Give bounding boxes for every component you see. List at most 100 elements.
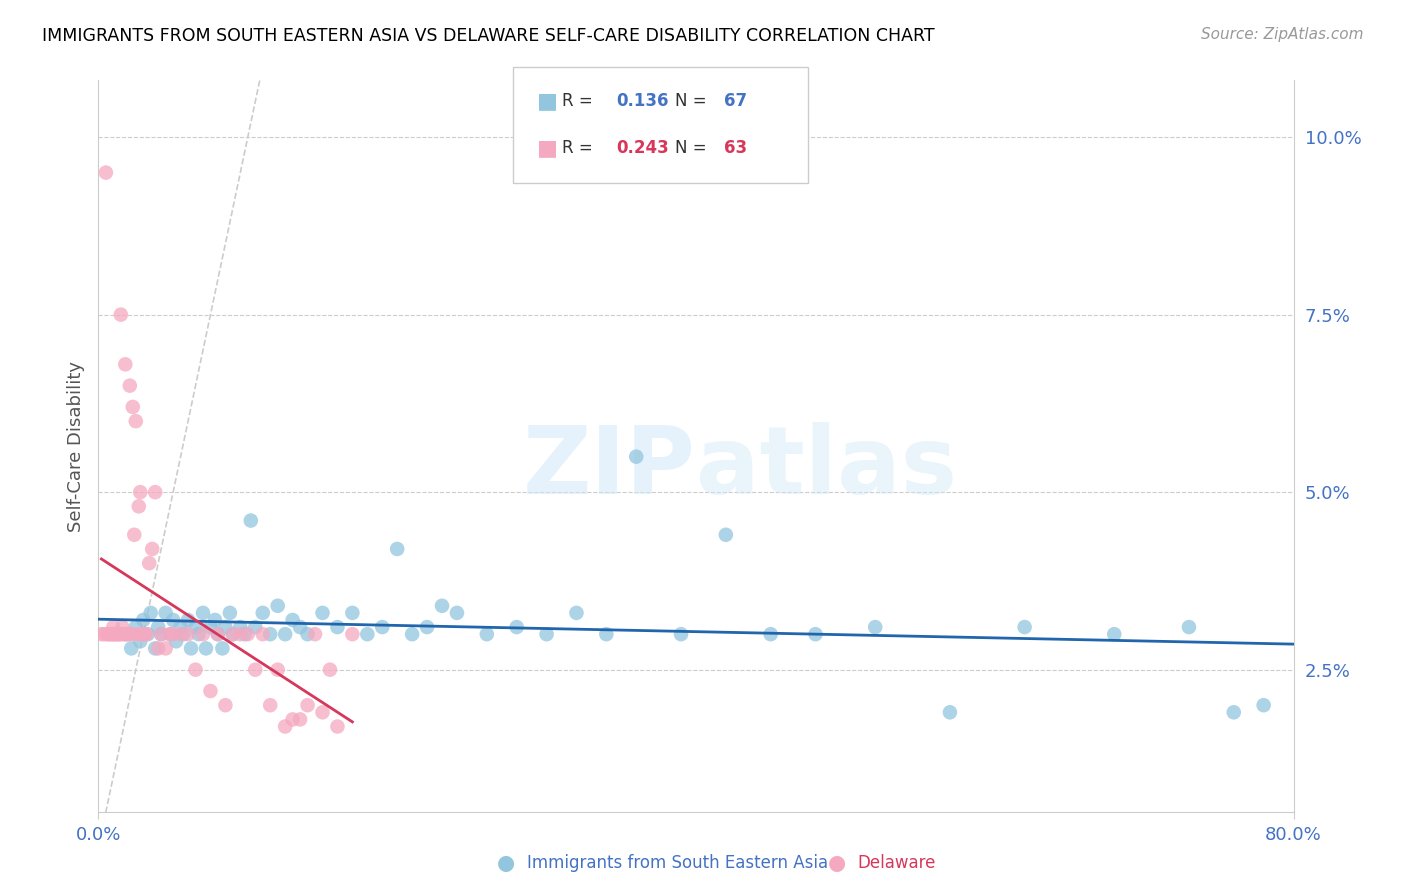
- Point: [229, 627, 252, 641]
- Point: [222, 627, 245, 641]
- Point: [114, 627, 136, 641]
- Point: [114, 357, 136, 371]
- Point: [714, 528, 737, 542]
- Point: [297, 698, 319, 713]
- Point: [267, 599, 290, 613]
- Point: [259, 627, 281, 641]
- Point: [155, 606, 177, 620]
- Point: [236, 627, 259, 641]
- Point: [288, 620, 311, 634]
- Point: [111, 620, 134, 634]
- Point: [162, 627, 184, 641]
- Point: [97, 627, 120, 641]
- Point: [506, 620, 529, 634]
- Point: [536, 627, 558, 641]
- Point: [239, 514, 262, 528]
- Point: [939, 706, 962, 720]
- Text: ■: ■: [537, 138, 558, 159]
- Point: [200, 684, 222, 698]
- Point: [191, 627, 214, 641]
- Point: [207, 627, 229, 641]
- Point: [177, 613, 200, 627]
- Point: [342, 627, 364, 641]
- Point: [281, 613, 304, 627]
- Point: [117, 627, 139, 641]
- Point: [103, 627, 125, 641]
- Text: 0.136: 0.136: [616, 93, 668, 111]
- Point: [120, 641, 142, 656]
- Point: [120, 627, 142, 641]
- Point: [1223, 706, 1246, 720]
- Point: [121, 400, 143, 414]
- Point: [1104, 627, 1126, 641]
- Text: Immigrants from South Eastern Asia: Immigrants from South Eastern Asia: [527, 855, 828, 872]
- Point: [245, 620, 267, 634]
- Point: [1014, 620, 1036, 634]
- Text: 63: 63: [724, 139, 747, 157]
- Point: [804, 627, 827, 641]
- Point: [416, 620, 439, 634]
- Text: N =: N =: [675, 139, 711, 157]
- Point: [319, 663, 342, 677]
- Point: [371, 620, 394, 634]
- Point: [159, 627, 181, 641]
- Point: [93, 627, 115, 641]
- Point: [138, 556, 160, 570]
- Point: [184, 620, 207, 634]
- Text: 0.243: 0.243: [616, 139, 669, 157]
- Point: [326, 620, 349, 634]
- Point: [214, 698, 236, 713]
- Point: [669, 627, 692, 641]
- Point: [155, 641, 177, 656]
- Point: [169, 620, 191, 634]
- Point: [101, 627, 124, 641]
- Point: [401, 627, 423, 641]
- Point: [865, 620, 887, 634]
- Point: [211, 641, 233, 656]
- Point: [430, 599, 453, 613]
- Point: [103, 620, 125, 634]
- Point: [124, 528, 146, 542]
- Point: [177, 627, 200, 641]
- Point: [233, 627, 256, 641]
- Point: [118, 378, 141, 392]
- Point: [141, 541, 163, 556]
- Text: Delaware: Delaware: [858, 855, 936, 872]
- Point: [311, 606, 333, 620]
- Point: [143, 485, 166, 500]
- Point: [136, 627, 159, 641]
- Point: [281, 713, 304, 727]
- Point: [204, 613, 226, 627]
- Point: [304, 627, 326, 641]
- Point: [252, 606, 274, 620]
- Point: [274, 627, 297, 641]
- Point: [173, 627, 195, 641]
- Text: ZIP: ZIP: [523, 422, 696, 514]
- Point: [759, 627, 782, 641]
- Point: [229, 620, 252, 634]
- Point: [110, 308, 132, 322]
- Point: [267, 663, 290, 677]
- Point: [274, 719, 297, 733]
- Point: [214, 620, 236, 634]
- Point: [184, 663, 207, 677]
- Point: [180, 641, 202, 656]
- Point: [297, 627, 319, 641]
- Text: ■: ■: [537, 91, 558, 112]
- Point: [162, 613, 184, 627]
- Point: [385, 541, 409, 556]
- Point: [311, 706, 333, 720]
- Point: [1253, 698, 1275, 713]
- Point: [159, 627, 181, 641]
- Point: [148, 641, 170, 656]
- Point: [96, 627, 118, 641]
- Point: [132, 627, 155, 641]
- Point: [107, 627, 129, 641]
- Point: [134, 627, 156, 641]
- Point: [135, 627, 157, 641]
- Point: [219, 606, 242, 620]
- Text: R =: R =: [562, 139, 599, 157]
- Point: [169, 627, 191, 641]
- Point: [150, 627, 173, 641]
- Text: ●: ●: [828, 854, 845, 873]
